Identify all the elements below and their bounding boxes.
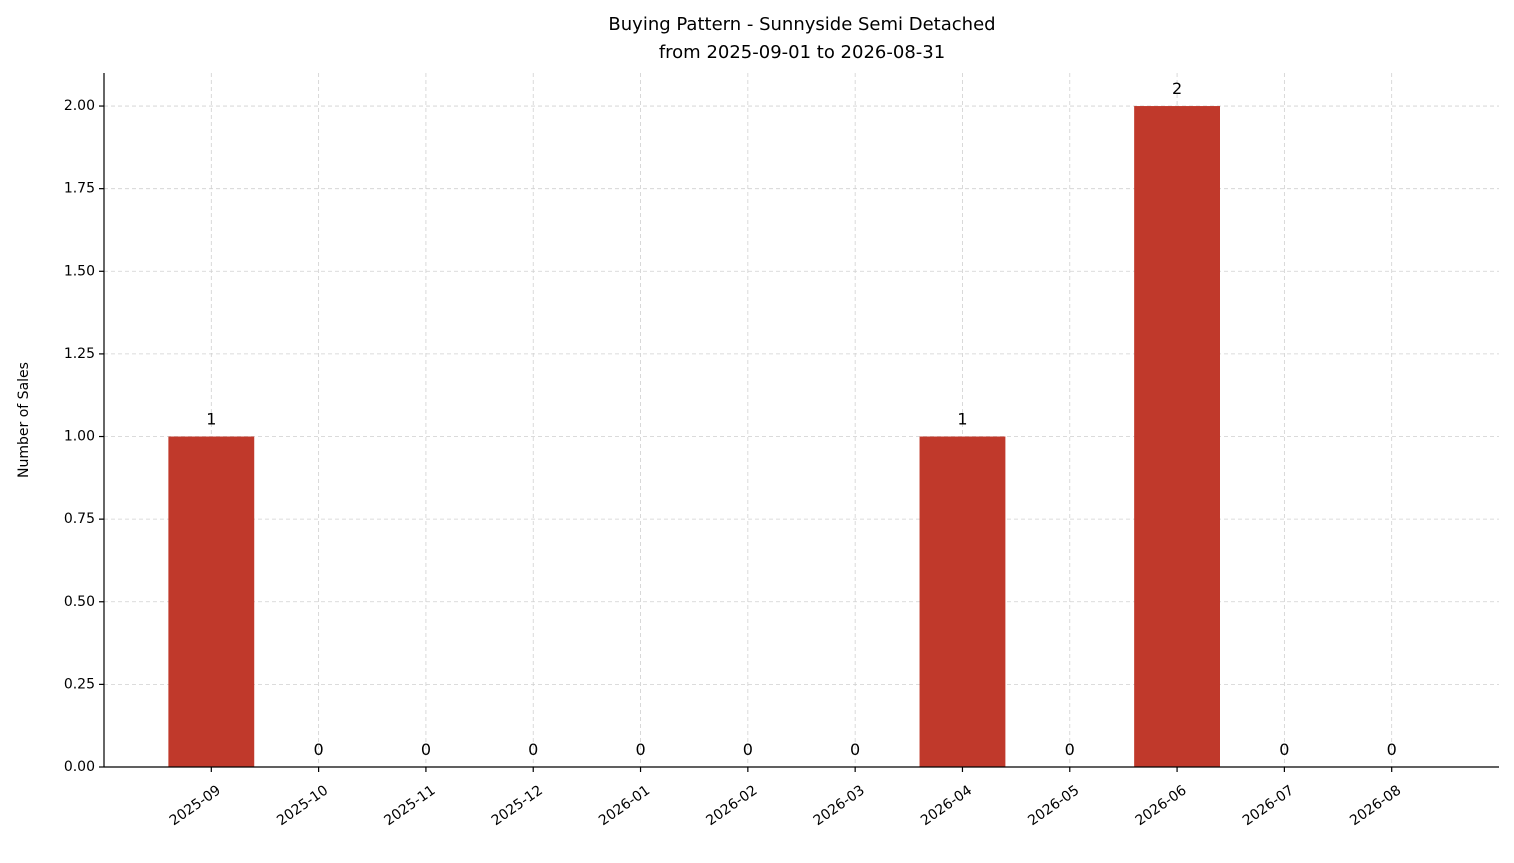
y-tick-label: 0.50 bbox=[64, 594, 95, 610]
data-label: 0 bbox=[635, 740, 645, 759]
bar bbox=[919, 436, 1006, 767]
y-tick-label: 1.75 bbox=[64, 181, 95, 197]
y-tick-label: 2.00 bbox=[64, 98, 95, 114]
data-label: 2 bbox=[1172, 79, 1182, 98]
data-label: 0 bbox=[743, 740, 753, 759]
x-tick-label: 2026-07 bbox=[1240, 782, 1297, 829]
chart-subtitle: from 2025-09-01 to 2026-08-31 bbox=[659, 42, 945, 63]
x-tick-label: 2026-03 bbox=[811, 782, 868, 829]
data-label: 0 bbox=[421, 740, 431, 759]
x-tick-label: 2026-08 bbox=[1347, 782, 1404, 829]
x-tick-label: 2025-11 bbox=[381, 782, 438, 829]
data-label: 1 bbox=[957, 410, 967, 429]
data-label: 0 bbox=[314, 740, 324, 759]
data-label: 0 bbox=[1387, 740, 1397, 759]
data-label: 0 bbox=[1279, 740, 1289, 759]
y-tick-label: 1.00 bbox=[64, 429, 95, 445]
x-tick-label: 2025-12 bbox=[489, 782, 546, 829]
x-tick-label: 2026-05 bbox=[1025, 782, 1082, 829]
x-tick-label: 2026-06 bbox=[1133, 782, 1190, 829]
x-tick-label: 2025-09 bbox=[167, 782, 224, 829]
y-tick-label: 0.00 bbox=[64, 759, 95, 775]
bar bbox=[168, 436, 255, 767]
y-tick-label: 1.50 bbox=[64, 263, 95, 279]
chart-title: Buying Pattern - Sunnyside Semi Detached bbox=[608, 14, 995, 35]
bar bbox=[1134, 106, 1220, 768]
y-tick-label: 0.75 bbox=[64, 511, 95, 527]
x-tick-label: 2025-10 bbox=[274, 782, 331, 829]
data-label: 0 bbox=[850, 740, 860, 759]
y-tick-label: 1.25 bbox=[64, 346, 95, 362]
y-tick-label: 0.25 bbox=[64, 676, 95, 692]
x-tick-label: 2026-04 bbox=[918, 782, 975, 829]
data-label: 0 bbox=[1065, 740, 1075, 759]
y-axis-label: Number of Sales bbox=[16, 362, 32, 478]
x-tick-label: 2026-02 bbox=[703, 782, 760, 829]
data-label: 0 bbox=[528, 740, 538, 759]
data-label: 1 bbox=[206, 410, 216, 429]
x-tick-label: 2026-01 bbox=[596, 782, 653, 829]
